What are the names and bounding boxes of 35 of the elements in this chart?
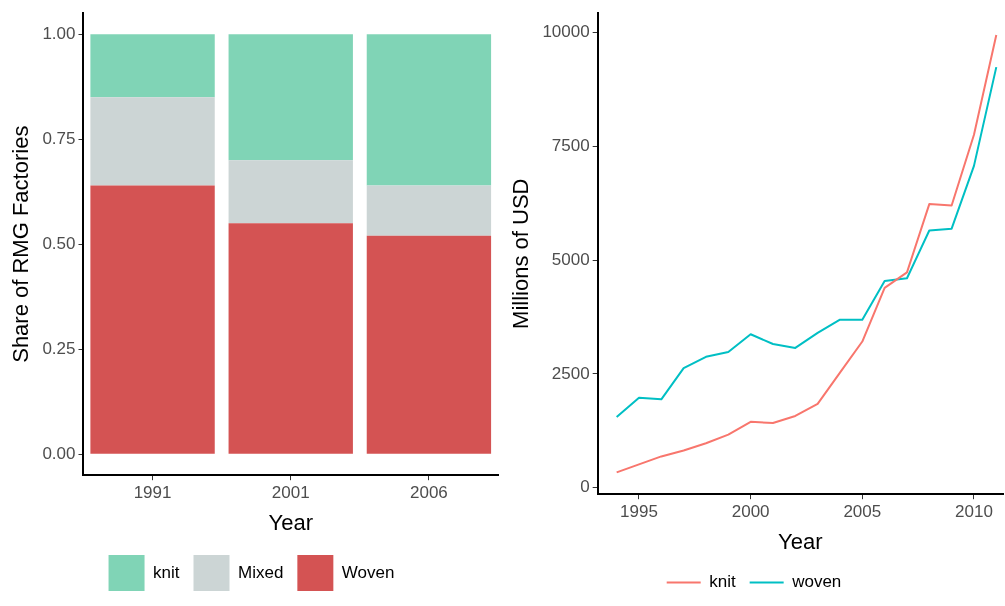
x-tick-label: 2000	[731, 502, 770, 522]
bar	[228, 223, 353, 454]
x-axis-title: Year	[778, 528, 823, 554]
x-tick-label: 2001	[271, 483, 310, 503]
legend-label: knit	[153, 562, 180, 582]
bar	[228, 34, 353, 161]
bar	[366, 235, 492, 454]
y-tick-label: 5000	[551, 249, 590, 269]
x-axis-title: Year	[268, 509, 313, 535]
bar	[366, 185, 492, 236]
x-tick-label: 2010	[955, 502, 993, 522]
bar	[366, 34, 492, 186]
y-tick-label: 10000	[542, 22, 590, 42]
bar	[228, 160, 353, 224]
legend-label: Mixed	[238, 562, 284, 582]
y-tick-label: 0.00	[42, 443, 76, 463]
bar	[90, 97, 215, 186]
y-tick-label: 1.00	[42, 23, 76, 43]
bar	[90, 34, 215, 98]
legend-label: woven	[791, 572, 842, 592]
y-tick-label: 0.25	[42, 338, 76, 358]
x-tick-label: 1995	[620, 502, 658, 522]
y-axis-title: Share of RMG Factories	[8, 125, 34, 363]
y-tick-label: 0.75	[42, 128, 76, 148]
y-tick-label: 0.50	[42, 233, 76, 253]
legend-label: Woven	[341, 562, 395, 582]
y-tick-label: 2500	[551, 363, 590, 383]
y-tick-label: 0	[580, 477, 590, 497]
y-axis-title: Millions of USD	[508, 178, 534, 329]
legend-label: knit	[709, 572, 736, 592]
x-tick-label: 2005	[843, 502, 882, 522]
x-tick-label: 1991	[133, 483, 172, 503]
bar	[90, 185, 215, 454]
x-tick-label: 2006	[410, 483, 448, 503]
y-tick-label: 7500	[551, 135, 590, 155]
